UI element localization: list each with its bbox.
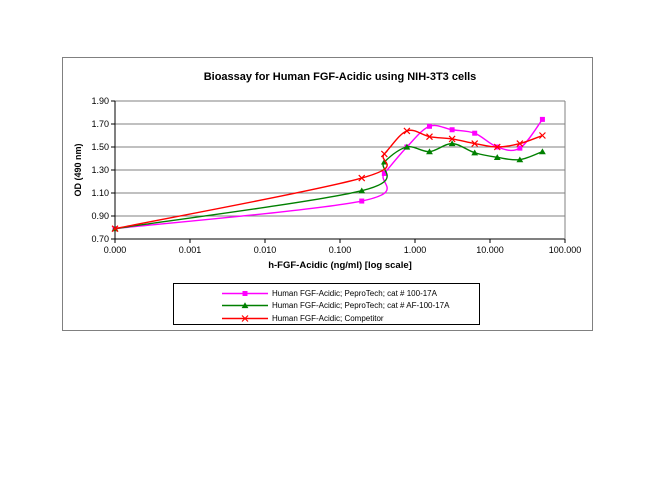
x-tick-label: 0.001 [179, 245, 202, 255]
legend-item: Human FGF-Acidic; Competitor [174, 312, 479, 325]
x-marker-icon [403, 127, 411, 135]
x-marker-icon [111, 225, 119, 233]
x-tick-label: 0.000 [104, 245, 127, 255]
y-tick-label: 0.70 [91, 234, 109, 244]
x-marker-icon [426, 133, 433, 141]
triangle-marker-icon [539, 148, 546, 155]
square-marker-icon [517, 145, 523, 151]
y-tick-label: 1.90 [91, 96, 109, 106]
x-marker-icon [380, 150, 388, 158]
legend-label: Human FGF-Acidic; Competitor [272, 313, 384, 323]
triangle-marker-icon [358, 187, 366, 194]
series-line-2 [114, 129, 544, 230]
x-marker-icon [448, 135, 456, 143]
legend-label: Human FGF-Acidic; PeproTech; cat # 100-1… [272, 288, 437, 298]
legend-swatch-triangle-icon [222, 302, 268, 309]
triangle-marker-icon [471, 149, 479, 156]
y-tick-label: 1.30 [91, 165, 109, 175]
legend-item: Human FGF-Acidic; PeproTech; cat # 100-1… [174, 287, 479, 300]
x-marker-icon [493, 143, 501, 151]
legend: Human FGF-Acidic; PeproTech; cat # 100-1… [173, 283, 480, 325]
square-marker-icon [359, 198, 365, 204]
square-marker-icon [426, 123, 432, 129]
legend-swatch-x-icon [222, 314, 268, 322]
x-marker-icon [358, 174, 366, 182]
square-marker-icon [539, 116, 545, 122]
legend-label: Human FGF-Acidic; PeproTech; cat # AF-10… [272, 301, 450, 311]
triangle-marker-icon [448, 140, 456, 147]
x-tick-label: 0.100 [329, 245, 352, 255]
x-marker-icon [516, 140, 524, 147]
triangle-marker-icon [241, 302, 249, 309]
y-tick-label: 1.50 [91, 142, 109, 152]
triangle-marker-icon [426, 148, 433, 155]
x-marker-icon [241, 314, 249, 322]
legend-item: Human FGF-Acidic; PeproTech; cat # AF-10… [174, 300, 479, 313]
x-tick-label: 100.000 [549, 245, 582, 255]
y-tick-label: 1.10 [91, 188, 109, 198]
legend-swatch-square-icon [222, 290, 268, 296]
plot-canvas: 0.70 0.90 1.10 1.30 1.50 1.70 1.90 0.000 0.001 0.… [91, 96, 582, 255]
square-marker-icon [381, 170, 387, 176]
triangle-marker-icon [403, 143, 411, 150]
x-tick-label: 1.000 [404, 245, 427, 255]
y-tick-label: 0.90 [91, 211, 109, 221]
y-tick-label: 1.70 [91, 119, 109, 129]
x-marker-icon [471, 140, 479, 147]
y-axis-title: OD (490 nm) [73, 143, 83, 197]
chart-title: Bioassay for Human FGF-Acidic using NIH-… [203, 71, 477, 83]
triangle-marker-icon [493, 154, 501, 160]
square-marker-icon [449, 127, 455, 133]
x-tick-label: 10.000 [476, 245, 504, 255]
square-marker-icon [472, 130, 478, 136]
square-marker-icon [242, 290, 248, 296]
triangle-marker-icon [516, 156, 524, 163]
x-marker-icon [538, 132, 546, 139]
chart-area: Bioassay for Human FGF-Acidic using NIH-… [62, 57, 593, 331]
series-line-0 [114, 118, 544, 230]
x-tick-label: 0.010 [254, 245, 277, 255]
x-axis-title: h-FGF-Acidic (ng/ml) [log scale] [268, 260, 412, 271]
